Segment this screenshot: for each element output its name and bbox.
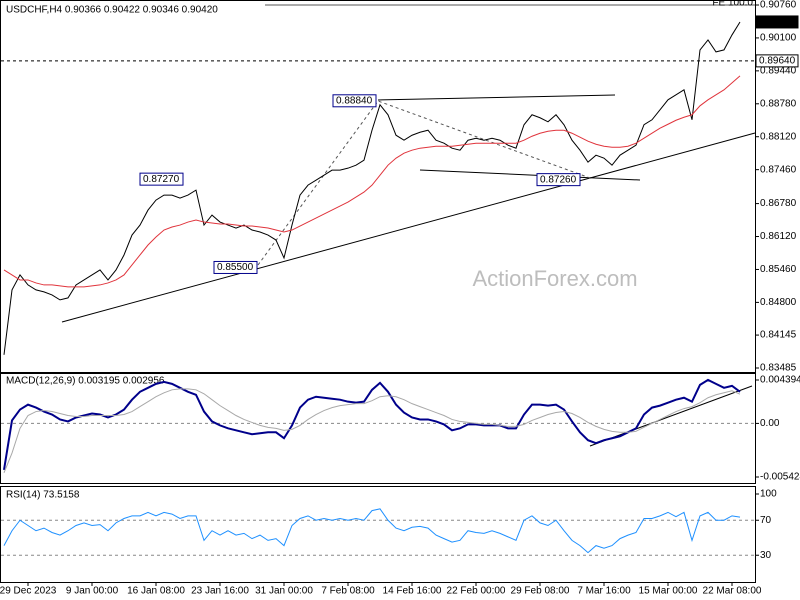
- annotation: 0.88840: [336, 95, 373, 106]
- macd-title: MACD(12,26,9) 0.003195 0.002956: [6, 376, 165, 387]
- x-tick-label: 29 Dec 2023: [0, 586, 57, 597]
- annotation: 0.87270: [143, 174, 180, 185]
- y-tick-label: 100: [760, 489, 777, 500]
- chart-title: USDCHF,H4 0.90366 0.90422 0.90346 0.9042…: [6, 5, 218, 16]
- macd-panel: [0, 373, 756, 484]
- rsi-title: RSI(14) 73.5158: [6, 490, 80, 501]
- channel-bottom: [419, 169, 641, 181]
- watermark: ActionForex.com: [472, 266, 637, 291]
- y-tick-label: 0.88780: [760, 98, 797, 109]
- x-tick-label: 7 Mar 16:00: [577, 586, 631, 597]
- rsi-panel: [0, 486, 756, 583]
- price-tag: 0.90420: [759, 17, 796, 28]
- x-tick-label: 9 Jan 00:00: [66, 586, 119, 597]
- y-tick-label: 0.88120: [760, 131, 797, 142]
- y-tick-label: 0.85460: [760, 264, 797, 275]
- y-tick-label: 30: [760, 550, 772, 561]
- y-tick-label: 0.83485: [760, 363, 797, 374]
- x-tick-label: 29 Feb 08:00: [511, 586, 570, 597]
- annotation-box: [213, 260, 258, 274]
- series-line: [3, 378, 741, 471]
- price-panel: [0, 0, 756, 373]
- y-tick-label: 0.90100: [760, 33, 797, 44]
- y-tick-label: 0.90760: [760, 0, 797, 11]
- drawn-lines: [61, 94, 756, 447]
- series-line: [3, 21, 741, 355]
- y-tick-label: 0.00: [760, 418, 780, 429]
- annotation-box: [536, 173, 581, 187]
- y-tick-label: 0.86780: [760, 198, 797, 209]
- annotation-box: [332, 94, 377, 108]
- trendline: [61, 132, 756, 323]
- price-tag-box: [755, 54, 799, 68]
- y-tick-label: 0.86120: [760, 231, 797, 242]
- channel-top: [377, 94, 616, 101]
- y-tick-label: 0.89440: [760, 65, 797, 76]
- price-tag: 0.89640: [759, 56, 796, 67]
- x-tick-label: 16 Jan 08:00: [127, 586, 185, 597]
- x-tick-label: 7 Feb 08:00: [321, 586, 375, 597]
- x-tick-label: 22 Feb 00:00: [447, 586, 506, 597]
- annotation: 0.87260: [540, 174, 577, 185]
- panel-frames: [0, 0, 756, 583]
- x-tick-label: 23 Jan 16:00: [191, 586, 249, 597]
- annotation-box: [139, 172, 184, 186]
- y-tick-label: 0.84145: [760, 330, 797, 341]
- y-tick-label: -0.005424: [760, 472, 800, 483]
- y-tick-label: 0.84800: [760, 297, 797, 308]
- x-tick-label: 14 Feb 16:00: [383, 586, 442, 597]
- x-tick-label: 15 Mar 00:00: [639, 586, 698, 597]
- series-line: [3, 75, 741, 288]
- projection-line: [257, 100, 591, 266]
- y-tick-label: 0.004394: [760, 375, 800, 386]
- y-tick-label: 70: [760, 515, 772, 526]
- fe-label: FE 100.0: [712, 0, 753, 9]
- x-tick-label: 22 Mar 08:00: [703, 586, 762, 597]
- price-tag-box: [755, 15, 799, 29]
- y-tick-label: 0.87460: [760, 164, 797, 175]
- series-line: [3, 388, 741, 474]
- x-tick-label: 31 Jan 00:00: [255, 586, 313, 597]
- series-line: [3, 508, 741, 554]
- annotation: 0.85500: [217, 262, 254, 273]
